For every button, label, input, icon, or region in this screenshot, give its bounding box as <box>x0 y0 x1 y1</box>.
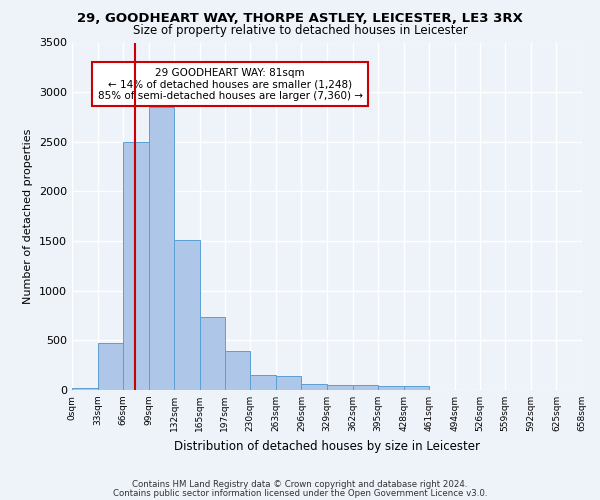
Text: 29 GOODHEART WAY: 81sqm
← 14% of detached houses are smaller (1,248)
85% of semi: 29 GOODHEART WAY: 81sqm ← 14% of detache… <box>98 68 362 101</box>
Bar <box>327 385 353 390</box>
Text: 29, GOODHEART WAY, THORPE ASTLEY, LEICESTER, LE3 3RX: 29, GOODHEART WAY, THORPE ASTLEY, LEICES… <box>77 12 523 26</box>
Bar <box>301 384 327 390</box>
Bar <box>250 375 276 390</box>
Bar <box>276 376 301 390</box>
Y-axis label: Number of detached properties: Number of detached properties <box>23 128 34 304</box>
Text: Contains HM Land Registry data © Crown copyright and database right 2024.: Contains HM Land Registry data © Crown c… <box>132 480 468 489</box>
Bar <box>123 142 149 390</box>
Bar <box>224 352 250 390</box>
Bar <box>200 316 224 390</box>
Text: Contains public sector information licensed under the Open Government Licence v3: Contains public sector information licen… <box>113 488 487 498</box>
Bar <box>72 388 98 390</box>
Bar <box>149 107 175 390</box>
X-axis label: Distribution of detached houses by size in Leicester: Distribution of detached houses by size … <box>174 440 480 452</box>
Bar <box>353 385 378 390</box>
Bar <box>404 386 430 390</box>
Text: Size of property relative to detached houses in Leicester: Size of property relative to detached ho… <box>133 24 467 37</box>
Bar <box>378 386 404 390</box>
Bar <box>98 343 123 390</box>
Bar <box>175 240 200 390</box>
